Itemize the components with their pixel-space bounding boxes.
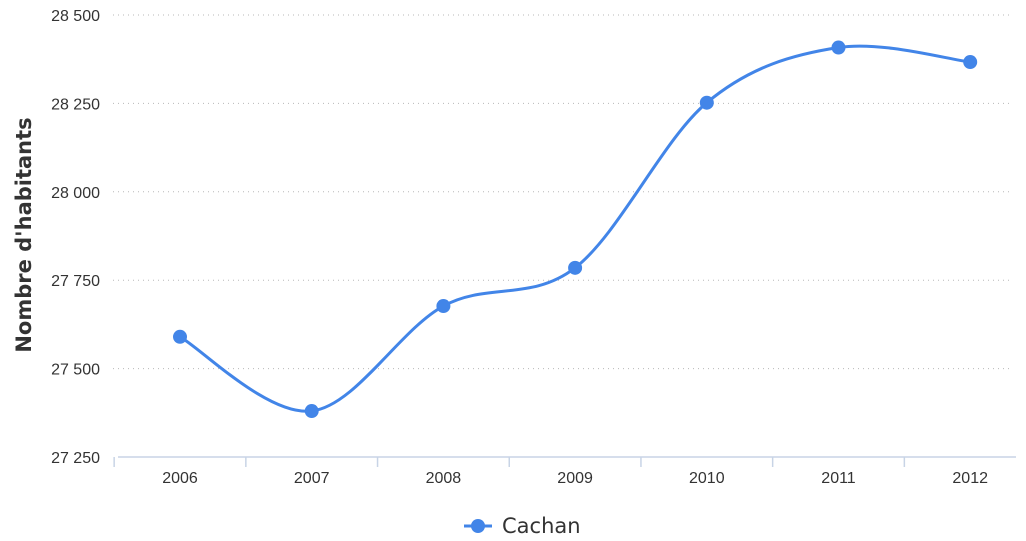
x-tick-label: 2008 [426,470,462,487]
x-axis [113,456,1016,467]
data-point-2006[interactable] [173,329,187,344]
y-tick-label: 28 000 [51,185,100,202]
data-point-2009[interactable] [568,260,583,275]
x-tick-label: 2012 [952,470,988,487]
x-tick-label: 2006 [162,470,198,487]
series-line-cachan [178,44,972,413]
y-axis-tick-labels: 27 250 27 500 27 750 28 000 28 250 28 500 [51,8,100,467]
x-tick-label: 2011 [821,470,856,487]
y-tick-label: 28 250 [51,96,100,113]
x-tick-label: 2010 [689,470,725,487]
data-point-2012[interactable] [963,55,978,70]
series-cachan [173,40,978,419]
y-tick-label: 27 500 [51,362,100,379]
y-axis-title: Nombre d'habitants [12,117,36,352]
data-point-2011[interactable] [831,40,846,55]
x-tick-label: 2009 [557,470,593,487]
x-tick-label: 2007 [294,470,330,487]
data-point-2010[interactable] [699,95,714,110]
y-tick-label: 27 250 [51,450,100,467]
legend-label-cachan: Cachan [502,514,581,538]
grid-lines [113,14,1010,370]
y-tick-label: 27 750 [51,273,100,290]
legend-point-marker [471,519,485,533]
legend[interactable]: Cachan [464,514,581,538]
data-point-2008[interactable] [436,299,451,314]
data-point-2007[interactable] [304,404,319,419]
y-tick-label: 28 500 [51,8,100,25]
x-axis-tick-labels: 2006 2007 2008 2009 2010 2011 2012 [162,470,988,487]
